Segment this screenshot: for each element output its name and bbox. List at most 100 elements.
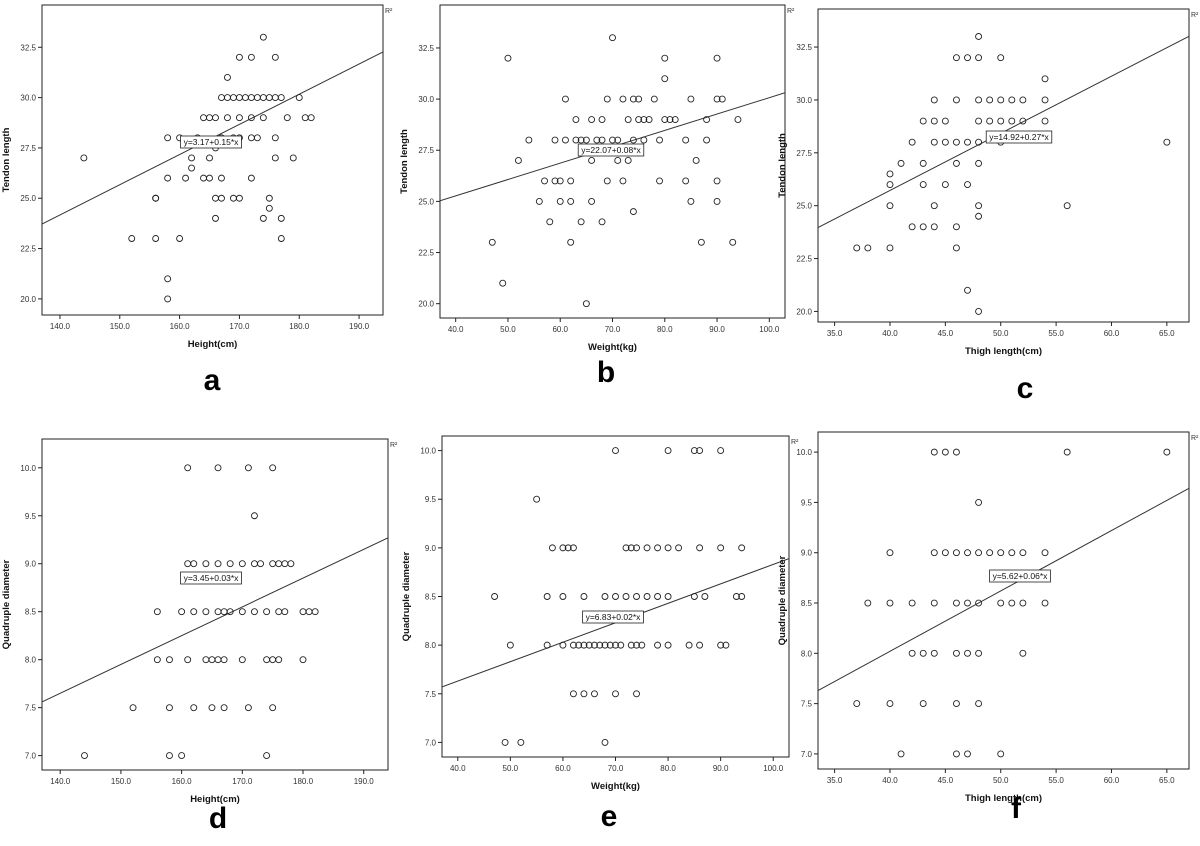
data-point <box>514 157 522 164</box>
data-point <box>281 608 289 616</box>
data-point <box>247 174 255 182</box>
data-point <box>964 649 971 657</box>
data-point <box>182 174 190 182</box>
data-point <box>986 117 994 125</box>
data-point <box>603 177 611 185</box>
data-point <box>265 204 273 212</box>
data-point <box>964 750 971 758</box>
data-point <box>886 700 894 708</box>
data-point <box>287 560 295 568</box>
data-point <box>629 136 637 144</box>
data-point <box>1019 549 1027 557</box>
equation-label: y=14.92+0.27*x <box>989 132 1049 142</box>
y-tick-label: 7.5 <box>425 690 437 699</box>
data-point <box>713 197 721 205</box>
data-point <box>598 218 606 226</box>
data-point <box>1019 96 1027 104</box>
data-point <box>897 159 905 167</box>
data-point <box>569 641 577 649</box>
data-point <box>263 752 271 760</box>
data-point <box>638 641 646 649</box>
data-point <box>975 159 983 167</box>
plot-frame <box>41 4 384 316</box>
data-point <box>930 202 938 210</box>
data-point <box>226 608 234 616</box>
y-tick-label: 22.5 <box>20 245 36 254</box>
data-point <box>952 750 960 758</box>
x-tick-label: 90.0 <box>709 325 725 334</box>
x-axis-title: Height(cm) <box>188 339 238 350</box>
x-tick-label: 45.0 <box>938 329 954 338</box>
data-point <box>188 164 196 172</box>
data-point <box>886 170 894 178</box>
data-point <box>622 544 630 552</box>
data-point <box>603 95 611 103</box>
y-tick-label: 9.0 <box>801 549 813 558</box>
r2-label: R² <box>1191 435 1199 442</box>
data-point <box>206 174 213 182</box>
equation-label: y=5.62+0.06*x <box>993 571 1049 581</box>
data-point <box>251 512 258 520</box>
data-point <box>930 96 938 104</box>
panel-a: 140.0 150.0 160.0 170.0 180.0 190.0 20.0 22.5 25… <box>1 4 393 397</box>
data-point <box>908 223 916 231</box>
y-tick-label: 20.0 <box>418 300 434 309</box>
y-axis-title: Quadruple diameter <box>401 551 412 641</box>
data-point <box>598 116 606 124</box>
data-point <box>675 544 683 552</box>
y-tick-label: 30.0 <box>796 96 812 105</box>
x-axis-title: Weight(kg) <box>591 781 640 792</box>
x-axis-title: Thigh length(cm) <box>965 793 1042 804</box>
data-point <box>271 53 279 61</box>
data-point <box>666 116 674 124</box>
y-tick-label: 7.5 <box>25 704 37 713</box>
data-point <box>164 295 172 303</box>
data-point <box>930 117 938 125</box>
data-point <box>265 194 273 202</box>
data-point <box>582 136 590 144</box>
data-point <box>283 114 291 122</box>
data-point <box>585 641 593 649</box>
x-tick-label: 170.0 <box>229 322 250 331</box>
data-point <box>1063 448 1071 456</box>
data-point <box>633 690 640 698</box>
data-point <box>218 194 225 202</box>
data-point <box>952 159 960 167</box>
data-point <box>645 116 653 124</box>
y-tick-label: 8.0 <box>801 649 813 658</box>
y-tick-label: 27.5 <box>20 144 36 153</box>
x-tick-label: 35.0 <box>827 329 843 338</box>
x-tick-label: 180.0 <box>289 322 310 331</box>
equation-box <box>989 569 1051 583</box>
data-point <box>289 154 297 162</box>
data-point <box>569 690 577 698</box>
data-point <box>491 593 499 600</box>
data-point <box>624 157 632 164</box>
data-point <box>703 116 711 124</box>
x-tick-label: 140.0 <box>50 322 71 331</box>
data-point <box>952 448 960 456</box>
data-point <box>952 700 960 708</box>
data-point <box>567 238 575 246</box>
x-tick-label: 170.0 <box>232 777 253 786</box>
data-point <box>886 599 894 607</box>
data-point <box>941 181 949 188</box>
data-point <box>886 244 894 252</box>
data-point <box>930 549 938 557</box>
x-tick-label: 65.0 <box>1159 776 1175 785</box>
data-point <box>499 279 507 287</box>
data-point <box>1041 75 1049 83</box>
panel-letter: d <box>209 802 227 835</box>
data-point <box>997 599 1005 607</box>
data-point <box>259 114 267 122</box>
data-point <box>164 134 172 142</box>
data-point <box>572 116 580 124</box>
data-point <box>633 593 640 600</box>
data-point <box>664 544 672 552</box>
data-point <box>627 641 635 649</box>
data-point <box>311 608 319 616</box>
panel-c: 35.0 40.0 45.0 50.0 55.0 60.0 65.0 20.0 22.5 25.0… <box>777 8 1199 405</box>
plot-frame <box>41 438 389 771</box>
y-tick-label: 8.0 <box>425 641 437 650</box>
